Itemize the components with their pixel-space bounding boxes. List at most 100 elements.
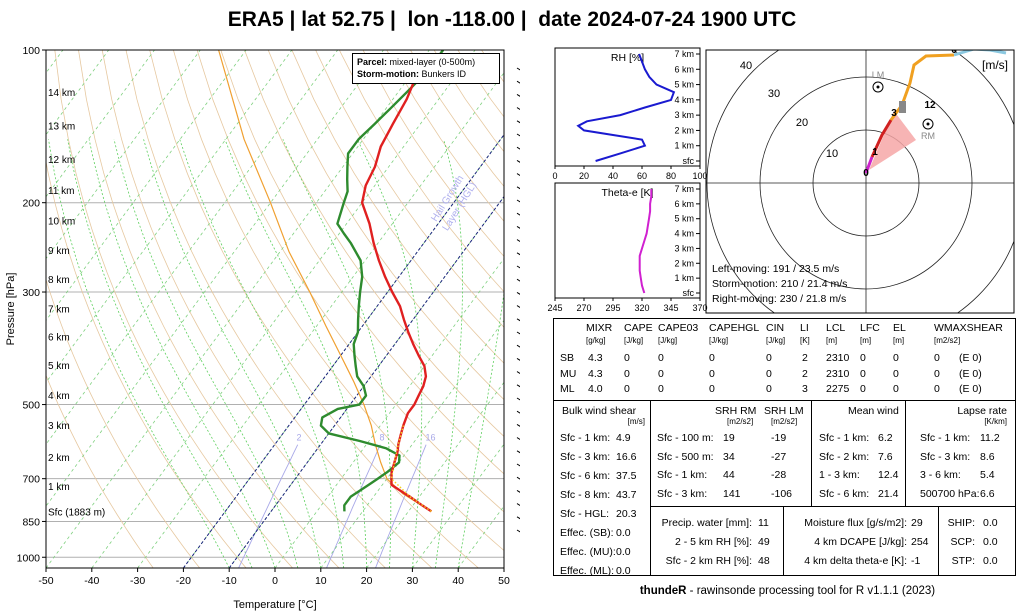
moisture-value: 48 (758, 555, 770, 567)
wind-barb (516, 252, 520, 256)
isotherm (46, 50, 155, 198)
param-value: 0 (624, 383, 630, 395)
param-value: 0 (893, 367, 899, 380)
bulk-shear-label: Effec. (ML): (560, 565, 615, 577)
param-value: 2275 (826, 383, 850, 395)
param-value: 3 (802, 383, 808, 395)
wind-barb (516, 450, 520, 454)
dry-adiabat (149, 50, 479, 568)
bulk-shear-label: Sfc - 3 km: (560, 451, 611, 463)
parcel-label: Parcel: (357, 57, 388, 67)
lapse-unit: [K/km] (984, 417, 1007, 426)
rh_panel-height-label: 1 km (674, 141, 694, 151)
storm-motion-label: Storm-motion: (357, 69, 419, 79)
params-table: MIXR [g/kg] CAPE [J/kg] CAPE03 [J/kg] CAPEHGL [… (553, 318, 1016, 402)
composite-value: 0.0 (983, 536, 998, 548)
mixing-ratio-label: 16 (425, 433, 435, 443)
lm-dot (876, 85, 880, 89)
dewpoint-curve (319, 50, 445, 512)
mixing-ratio-line (326, 444, 381, 568)
srh-rm-value: 34 (723, 450, 735, 463)
thetae_panel-height-label: 7 km (674, 184, 694, 194)
rh_panel-frame (554, 47, 701, 167)
height-label: Sfc (1883 m) (48, 507, 105, 518)
x-tick-label: -20 (176, 575, 191, 587)
srh-rm-title: SRH RM (715, 405, 757, 417)
param-value: 0 (934, 352, 940, 364)
param-value: 2 (802, 367, 808, 380)
y-tick-label: 700 (22, 474, 40, 486)
height-label: 14 km (48, 88, 75, 99)
param-value: 0 (624, 367, 630, 380)
isotherm (46, 50, 247, 322)
param-row-label: ML (560, 383, 575, 395)
isotherm (46, 50, 201, 260)
param-value: 4.3 (588, 367, 603, 380)
y-tick-label: 200 (22, 198, 40, 210)
right-moving-text: Right-moving: 230 / 21.8 m/s (712, 293, 846, 305)
wind-barb (516, 212, 520, 216)
rh_panel-xtick-label: 40 (608, 171, 618, 181)
dry-adiabat (267, 50, 504, 401)
thetae_panel-panel-group: 7 km 6 km 5 km 4 km 3 km 2 km 1 km sfc 245 270 295… (547, 182, 708, 313)
srh-label: Sfc - 100 m: (657, 432, 714, 444)
lm-marker (872, 81, 884, 93)
moist-adiabat (143, 139, 322, 568)
y-tick-label: 850 (22, 516, 40, 528)
bulk-shear-label: Sfc - 8 km: (560, 489, 611, 501)
hodo-ring-label: 20 (796, 117, 808, 129)
x-tick-label: -10 (222, 575, 237, 587)
composite-value: 0.0 (983, 555, 998, 567)
srh-label: Sfc - 1 km: (657, 469, 708, 481)
thetae_panel-xtick-label: 245 (547, 303, 562, 313)
thetae_panel-xtick-label: 370 (692, 303, 707, 313)
moist-adiabat (48, 139, 230, 568)
rm-marker (922, 118, 934, 130)
hodo-height-label: 1 (872, 147, 878, 158)
virtual-temp-curve (390, 425, 432, 512)
mixing-ratio-line (375, 444, 427, 568)
lapse-label: Sfc - 3 km: (920, 450, 971, 463)
srh-rm-value: 44 (723, 469, 735, 481)
srh-rm-value: 19 (723, 432, 735, 444)
mixing-ratio-line (238, 444, 299, 568)
param-header: WMAXSHEAR (934, 322, 1003, 334)
composite-box: SHIP: 0.0 SCP: 0.0 STP: 0.0 (938, 506, 1016, 576)
height-label: 13 km (48, 122, 75, 133)
srh-label: Sfc - 3 km: (657, 487, 708, 500)
thetae_panel-xtick-label: 295 (605, 303, 620, 313)
x-tick-label: -50 (38, 575, 53, 587)
wind-barb (516, 437, 520, 441)
wind-barb (516, 199, 520, 203)
isotherm (46, 50, 293, 383)
thetae_panel-xtick-label: 345 (663, 303, 678, 313)
wind-barb (516, 357, 520, 361)
wind-barb (516, 503, 520, 507)
height-label: 9 km (48, 246, 70, 257)
dry-adiabat (125, 50, 433, 568)
wind-barb (516, 133, 520, 137)
mean-wind-label: 1 - 3 km: (819, 469, 860, 481)
thetae_panel-height-label: sfc (682, 288, 694, 298)
wind-barb (516, 265, 520, 269)
param-value: 0 (709, 383, 715, 395)
srh-lm-unit: [m2/s2] (771, 417, 798, 426)
hodo-height-label: 12 (924, 100, 936, 111)
param-unit: [J/kg] (624, 336, 644, 345)
height-label: 6 km (48, 332, 70, 343)
param-value: 0 (934, 383, 940, 395)
hodo-marker (899, 101, 906, 113)
moisture-label: Sfc - 2 km RH [%]: (665, 555, 752, 567)
rh_panel-title: RH [%] (611, 52, 644, 64)
composite-label: SCP: (950, 536, 975, 548)
lapse-label: 3 - 6 km: (920, 469, 961, 481)
srh-rm-value: 141 (723, 487, 741, 500)
hodo-ring-label: 30 (768, 88, 780, 100)
param-header: CAPEHGL (709, 322, 760, 334)
height-label: 12 km (48, 155, 75, 166)
moisture-box: Precip. water [mm]: 11 2 - 5 km RH [%]: 49 S… (650, 506, 785, 576)
mean-wind-value: 6.2 (878, 432, 893, 444)
lapse-title: Lapse rate (957, 405, 1007, 417)
x-tick-label: -30 (130, 575, 145, 587)
